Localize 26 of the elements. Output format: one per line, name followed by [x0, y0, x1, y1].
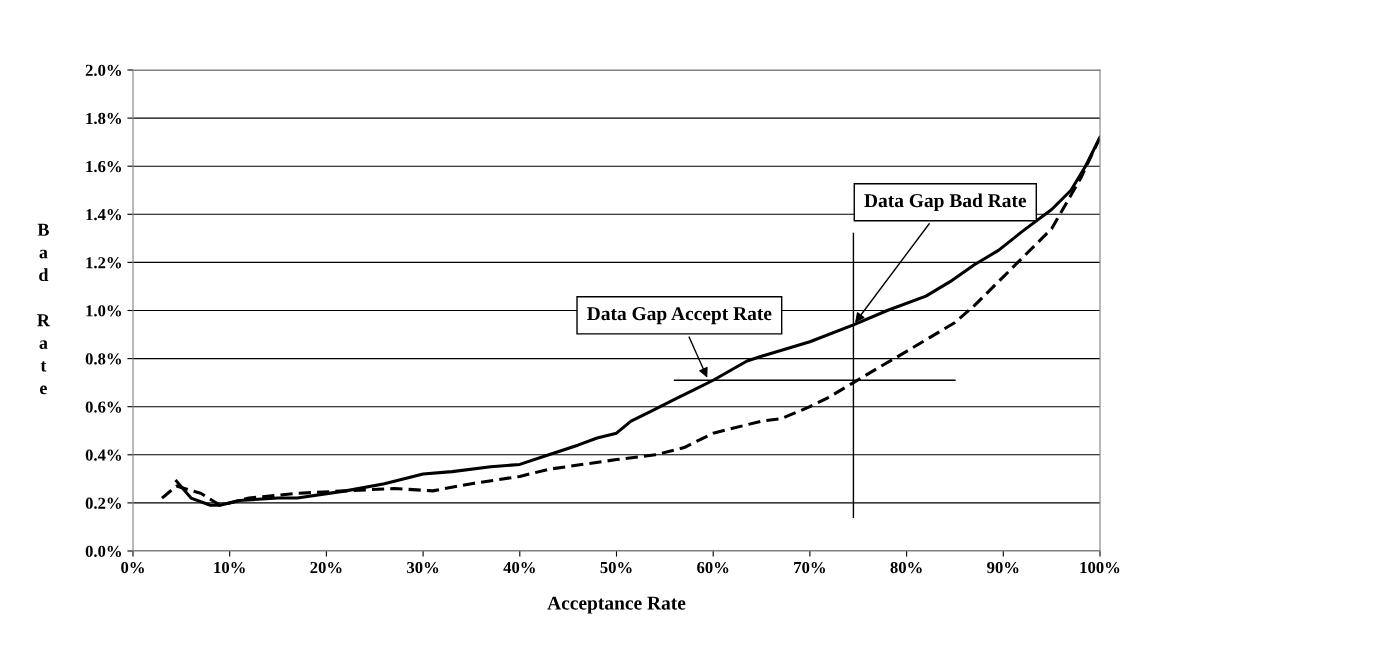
y-tick-label: 0.4% — [85, 449, 122, 461]
x-tick-label: 20% — [310, 561, 342, 574]
annotation: Data Gap Accept Rate — [587, 307, 772, 325]
y-tick-label: 0.2% — [85, 497, 122, 509]
x-tick-label: 60% — [697, 561, 729, 574]
y-tick-label: 0.0% — [85, 545, 122, 558]
y-tick-label: 1.0% — [86, 305, 122, 317]
y-tick-label: 1.2% — [86, 257, 122, 269]
x-tick-label: 100% — [1080, 561, 1120, 574]
x-tick-label: 30% — [407, 561, 439, 574]
y-tick-label: 0.6% — [85, 401, 122, 413]
x-axis-title: Acceptance Rate — [547, 596, 686, 614]
x-tick-label: 50% — [600, 561, 632, 574]
y-tick-label: 1.8% — [86, 112, 122, 125]
x-tick-label: 90% — [987, 561, 1019, 574]
x-tick-label: 10% — [214, 561, 245, 574]
y-tick-label: 1.4% — [86, 209, 122, 221]
x-tick-label: 80% — [890, 561, 922, 574]
x-tick-label: 70% — [794, 561, 825, 574]
y-tick-label: 2.0% — [85, 64, 122, 77]
x-tick-label: 0% — [121, 561, 144, 574]
text: Bad Rate — [37, 223, 51, 395]
y-tick-label: 0.8% — [85, 353, 122, 365]
y-tick-label: 1.6% — [86, 160, 122, 173]
x-tick-label: 40% — [503, 561, 535, 574]
annotation: Data Gap Bad Rate — [864, 193, 1027, 212]
